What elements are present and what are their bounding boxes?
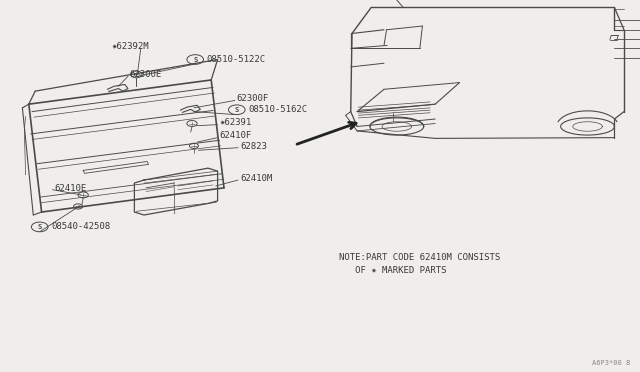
Text: 62300E: 62300E xyxy=(129,70,161,79)
Text: 08540-42508: 08540-42508 xyxy=(51,222,110,231)
Text: 62300F: 62300F xyxy=(237,94,269,103)
Text: S: S xyxy=(38,224,42,230)
Text: ✷62391: ✷62391 xyxy=(220,118,252,127)
Text: 08510-5122C: 08510-5122C xyxy=(207,55,266,64)
Text: 62410F: 62410F xyxy=(220,131,252,140)
Text: 62410M: 62410M xyxy=(240,174,272,183)
Text: A6P3*00 8: A6P3*00 8 xyxy=(592,360,630,366)
Text: ✷62392M: ✷62392M xyxy=(112,42,150,51)
Text: S: S xyxy=(235,107,239,113)
Text: 62410E: 62410E xyxy=(54,184,86,193)
Text: S: S xyxy=(193,57,197,62)
Text: 08510-5162C: 08510-5162C xyxy=(248,105,307,114)
Text: 62823: 62823 xyxy=(240,142,267,151)
Text: NOTE:PART CODE 62410M CONSISTS
   OF ✷ MARKED PARTS: NOTE:PART CODE 62410M CONSISTS OF ✷ MARK… xyxy=(339,253,500,275)
